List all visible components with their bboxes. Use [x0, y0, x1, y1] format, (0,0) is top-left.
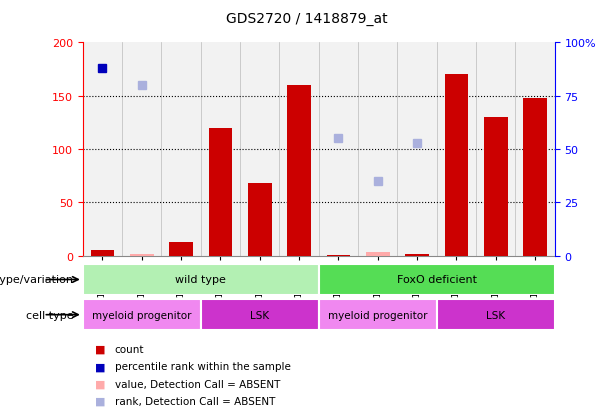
- Text: ■: ■: [95, 344, 105, 354]
- Bar: [436, 299, 555, 330]
- Bar: [201, 43, 240, 256]
- Bar: [516, 43, 555, 256]
- Bar: [327, 255, 350, 256]
- Bar: [319, 43, 358, 256]
- Bar: [524, 99, 547, 256]
- Text: cell type: cell type: [26, 310, 74, 320]
- Text: myeloid progenitor: myeloid progenitor: [92, 310, 191, 320]
- Bar: [358, 43, 397, 256]
- Text: value, Detection Call = ABSENT: value, Detection Call = ABSENT: [115, 379, 280, 389]
- Bar: [91, 251, 114, 256]
- Text: myeloid progenitor: myeloid progenitor: [328, 310, 427, 320]
- Text: ■: ■: [95, 396, 105, 406]
- Text: genotype/variation: genotype/variation: [0, 275, 74, 285]
- Bar: [169, 242, 193, 256]
- Bar: [240, 43, 280, 256]
- Bar: [83, 299, 201, 330]
- Bar: [405, 254, 429, 256]
- Text: wild type: wild type: [175, 275, 226, 285]
- Bar: [484, 118, 508, 256]
- Bar: [280, 43, 319, 256]
- Bar: [122, 43, 161, 256]
- Bar: [248, 184, 272, 256]
- Text: ■: ■: [95, 361, 105, 371]
- Bar: [436, 43, 476, 256]
- Text: percentile rank within the sample: percentile rank within the sample: [115, 361, 291, 371]
- Text: GDS2720 / 1418879_at: GDS2720 / 1418879_at: [226, 12, 387, 26]
- Bar: [208, 128, 232, 256]
- Bar: [476, 43, 516, 256]
- Text: LSK: LSK: [486, 310, 505, 320]
- Text: LSK: LSK: [250, 310, 269, 320]
- Text: ■: ■: [95, 379, 105, 389]
- Bar: [161, 43, 201, 256]
- Text: count: count: [115, 344, 144, 354]
- Bar: [83, 43, 122, 256]
- Bar: [366, 253, 390, 256]
- Bar: [319, 299, 436, 330]
- Bar: [444, 75, 468, 256]
- Bar: [83, 264, 319, 295]
- Text: FoxO deficient: FoxO deficient: [397, 275, 477, 285]
- Text: rank, Detection Call = ABSENT: rank, Detection Call = ABSENT: [115, 396, 275, 406]
- Bar: [319, 264, 555, 295]
- Bar: [201, 299, 319, 330]
- Bar: [397, 43, 436, 256]
- Bar: [287, 86, 311, 256]
- Bar: [130, 254, 154, 256]
